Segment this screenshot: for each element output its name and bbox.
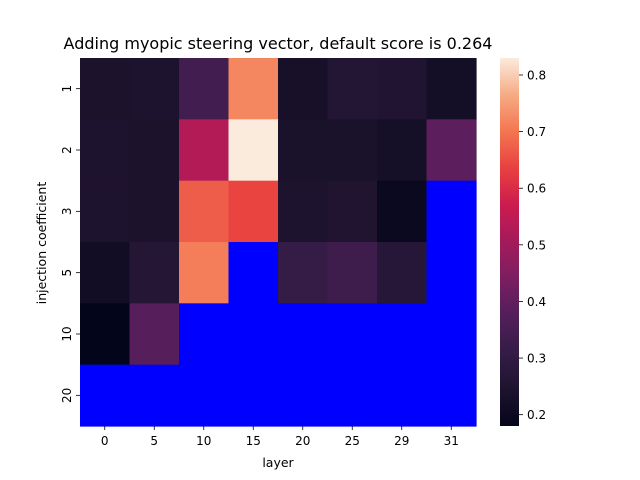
heatmap-cell — [278, 180, 329, 243]
heatmap-cell — [327, 180, 378, 243]
colorbar-tick-label: 0.4 — [527, 295, 546, 309]
heatmap-cell — [327, 303, 378, 366]
x-tick-label: 29 — [394, 434, 409, 448]
heatmap-cell — [278, 119, 329, 182]
chart-title: Adding myopic steering vector, default s… — [64, 34, 493, 53]
heatmap-cell — [80, 303, 131, 366]
heatmap-cell — [179, 180, 230, 243]
y-tick-label: 20 — [60, 388, 74, 403]
heatmap-cell — [179, 303, 230, 366]
heatmap-cell — [179, 364, 230, 427]
heatmap-cell — [377, 303, 428, 366]
heatmap-cell — [327, 119, 378, 182]
heatmap-cell — [327, 58, 378, 120]
colorbar-tick-label: 0.5 — [527, 238, 546, 252]
heatmap-cell — [377, 119, 428, 182]
heatmap-cell — [228, 303, 279, 366]
heatmap-cell — [377, 180, 428, 243]
y-tick-label: 2 — [60, 146, 74, 154]
heatmap-cell — [426, 303, 477, 366]
colorbar-tick-label: 0.6 — [527, 182, 546, 196]
colorbar-tick-label: 0.2 — [527, 408, 546, 422]
heatmap-cell — [129, 180, 180, 243]
heatmap-cell — [426, 58, 477, 120]
x-tick-label: 20 — [295, 434, 310, 448]
heatmap-cell — [377, 364, 428, 427]
heatmap-cell — [278, 242, 329, 304]
heatmap-cell — [228, 58, 279, 120]
heatmap-cell — [426, 180, 477, 243]
heatmap-cell — [228, 119, 279, 182]
heatmap-cell — [129, 242, 180, 304]
heatmap-cell — [80, 242, 131, 304]
x-axis-label: layer — [262, 455, 294, 470]
x-tick-label: 31 — [444, 434, 459, 448]
heatmap-cell — [228, 242, 279, 304]
y-tick-label: 10 — [60, 326, 74, 341]
heatmap-cell — [327, 242, 378, 304]
y-tick-label: 5 — [60, 269, 74, 277]
x-tick-label: 10 — [196, 434, 211, 448]
colorbar-tick-label: 0.8 — [527, 68, 546, 82]
heatmap-cell — [179, 58, 230, 120]
y-tick-label: 3 — [60, 208, 74, 216]
y-tick-label: 1 — [60, 85, 74, 93]
heatmap-cell — [426, 242, 477, 304]
heatmap-cell — [179, 119, 230, 182]
heatmap-cell — [129, 58, 180, 120]
heatmap-cell — [426, 364, 477, 427]
heatmap-cell — [377, 58, 428, 120]
x-tick-label: 0 — [101, 434, 109, 448]
colorbar-tick-label: 0.3 — [527, 352, 546, 366]
x-tick-label: 5 — [150, 434, 158, 448]
colorbar-ticks: 0.2 0.3 0.4 0.5 0.6 0.7 0.8 — [519, 68, 546, 422]
x-axis: 0 5 10 15 20 25 29 31 — [101, 426, 459, 448]
heatmap-cell — [377, 242, 428, 304]
y-axis-label: injection coefficient — [34, 182, 49, 305]
heatmap-cell — [228, 180, 279, 243]
x-tick-label: 15 — [246, 434, 261, 448]
y-axis: 1 2 3 5 10 20 — [60, 85, 80, 403]
heatmap-cell — [228, 364, 279, 427]
x-tick-label: 25 — [345, 434, 360, 448]
heatmap-cell — [426, 119, 477, 182]
heatmap-cell — [129, 119, 180, 182]
heatmap-cell — [179, 242, 230, 304]
heatmap-cell — [327, 364, 378, 427]
heatmap-cell — [278, 303, 329, 366]
heatmap-cell — [80, 180, 131, 243]
colorbar-tick-label: 0.7 — [527, 125, 546, 139]
heatmap-cells — [80, 58, 477, 427]
heatmap-cell — [278, 364, 329, 427]
heatmap-cell — [129, 303, 180, 366]
heatmap-cell — [80, 364, 131, 427]
colorbar — [500, 58, 519, 426]
heatmap-cell — [80, 119, 131, 182]
heatmap-cell — [80, 58, 131, 120]
heatmap-cell — [129, 364, 180, 427]
heatmap-cell — [278, 58, 329, 120]
